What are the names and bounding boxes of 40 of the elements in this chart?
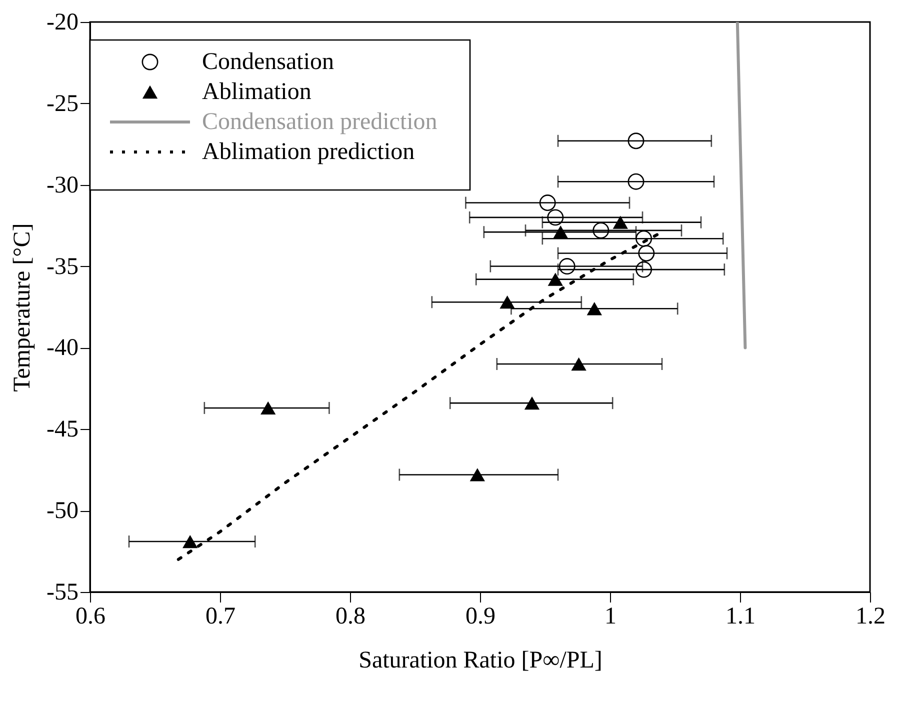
point xyxy=(612,216,628,229)
y-tick-label: -45 xyxy=(46,416,78,443)
point xyxy=(636,261,652,278)
legend-label: Condensation xyxy=(202,49,334,75)
y-tick-label: -40 xyxy=(46,335,78,362)
legend-label: Ablimation xyxy=(202,79,312,105)
point xyxy=(500,296,515,309)
point xyxy=(539,194,556,211)
point xyxy=(553,226,568,239)
legend-label: Ablimation prediction xyxy=(202,139,415,165)
x-axis-title: Saturation Ratio [P∞/PL] xyxy=(358,648,602,674)
x-tick-label: 1.1 xyxy=(726,604,756,630)
point xyxy=(558,258,576,275)
x-tick-label: 0.7 xyxy=(206,604,236,630)
point xyxy=(592,222,610,239)
x-tick-label: 1.2 xyxy=(856,604,886,630)
point xyxy=(628,132,644,150)
point xyxy=(586,302,602,316)
y-tick-label: -35 xyxy=(46,254,78,280)
point xyxy=(571,357,586,371)
point xyxy=(636,230,652,247)
x-tick-label: 1 xyxy=(604,604,616,630)
point xyxy=(524,396,540,410)
point xyxy=(548,272,563,286)
legend-label: Condensation prediction xyxy=(202,109,438,135)
point xyxy=(260,401,276,415)
y-tick-label: -55 xyxy=(46,580,78,606)
x-tick-label: 0.9 xyxy=(466,604,496,630)
point xyxy=(470,468,485,482)
point xyxy=(547,209,564,226)
y-tick-label: -30 xyxy=(46,172,78,198)
point xyxy=(182,534,198,548)
x-tick-label: 0.8 xyxy=(336,604,366,630)
y-tick-label: -20 xyxy=(46,10,78,36)
point xyxy=(628,173,644,190)
y-tick-label: -50 xyxy=(46,498,78,524)
point xyxy=(638,245,655,262)
x-tick-label: 0.6 xyxy=(76,604,106,630)
y-tick-label: -25 xyxy=(46,90,78,117)
y-axis-title: Temperature [°C] xyxy=(10,223,36,392)
